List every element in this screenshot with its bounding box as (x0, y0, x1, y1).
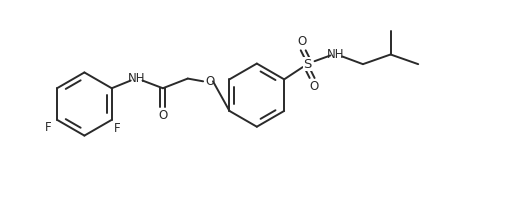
Text: NH: NH (128, 72, 145, 85)
Text: O: O (158, 109, 167, 122)
Text: O: O (309, 80, 318, 93)
Text: O: O (297, 35, 306, 48)
Text: S: S (304, 58, 312, 71)
Text: O: O (206, 75, 215, 88)
Text: NH: NH (326, 48, 344, 61)
Text: F: F (114, 122, 121, 135)
Text: F: F (45, 121, 51, 134)
